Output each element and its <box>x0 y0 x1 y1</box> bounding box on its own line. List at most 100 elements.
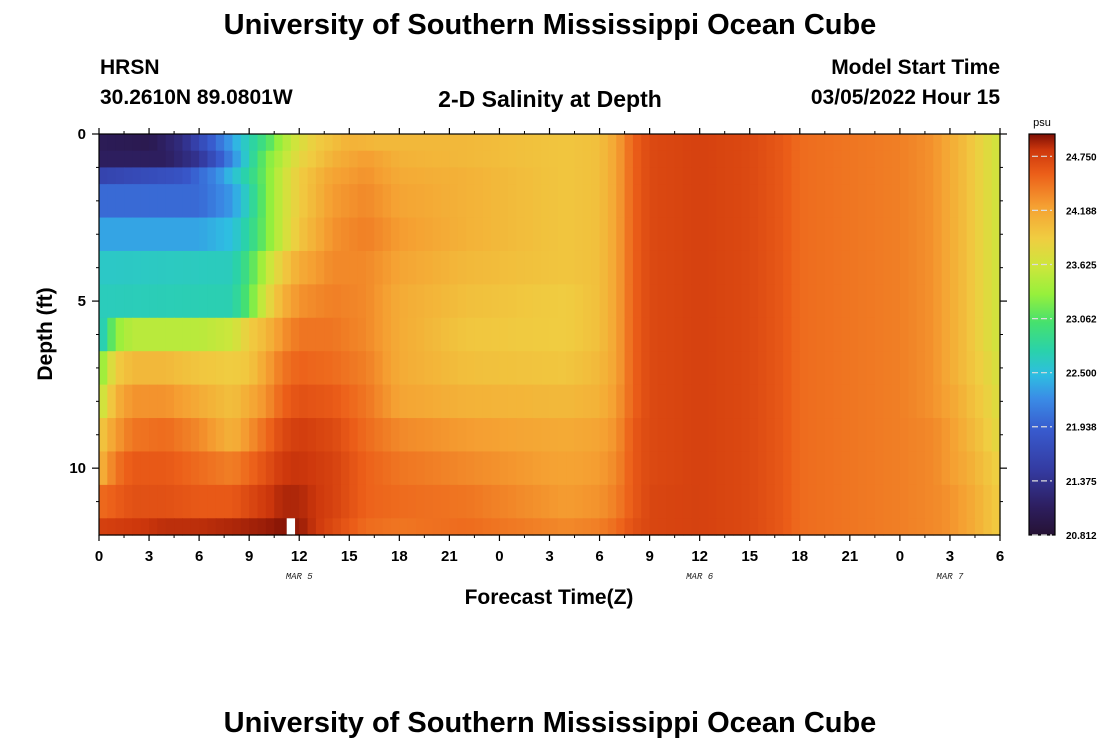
heatmap-cell <box>799 167 809 185</box>
heatmap-cell <box>557 518 567 536</box>
heatmap-cell <box>249 351 259 386</box>
heatmap-cell <box>599 317 609 352</box>
heatmap-cell <box>674 134 684 152</box>
heatmap-cell <box>190 518 200 536</box>
heatmap-cell <box>482 451 492 486</box>
heatmap-cell <box>958 217 968 252</box>
heatmap-cell <box>557 250 567 285</box>
heatmap-cell <box>599 134 609 152</box>
heatmap-cell <box>474 184 484 219</box>
heatmap-cell <box>315 217 325 252</box>
heatmap-cell <box>632 284 642 319</box>
heatmap-cell <box>332 484 342 519</box>
heatmap-cell <box>399 284 409 319</box>
heatmap-cell <box>340 418 350 453</box>
heatmap-cell <box>966 518 976 536</box>
heatmap-cell <box>115 167 125 185</box>
heatmap-cell <box>416 284 425 319</box>
heatmap-cell <box>157 518 167 536</box>
heatmap-cell <box>466 384 476 419</box>
heatmap-cell <box>841 418 851 453</box>
heatmap-cell <box>924 284 934 319</box>
heatmap-cell <box>165 150 175 169</box>
heatmap-cell <box>666 418 676 453</box>
heatmap-cell <box>257 150 267 169</box>
heatmap-cell <box>115 250 125 285</box>
heatmap-cell <box>607 418 617 453</box>
date-label: MAR 5 <box>286 572 314 582</box>
heatmap-cell <box>182 150 192 169</box>
heatmap-cell <box>399 167 409 185</box>
heatmap-cell <box>749 451 759 486</box>
heatmap-cell <box>424 284 434 319</box>
heatmap-cell <box>949 217 959 252</box>
heatmap-cell <box>733 317 742 352</box>
heatmap-cell <box>733 451 742 486</box>
heatmap-cell <box>249 317 259 352</box>
heatmap-cell <box>324 250 334 285</box>
heatmap-cell <box>407 317 417 352</box>
heatmap-cell <box>107 167 117 185</box>
heatmap-cell <box>240 184 250 219</box>
heatmap-cell <box>766 217 776 252</box>
heatmap-cell <box>908 384 918 419</box>
heatmap-cell <box>315 484 325 519</box>
heatmap-cell <box>274 317 284 352</box>
heatmap-cell <box>899 167 909 185</box>
x-tick-label: 21 <box>441 548 458 565</box>
heatmap-cell <box>324 384 334 419</box>
y-tick-label: 0 <box>78 126 86 143</box>
heatmap-cell <box>766 184 776 219</box>
heatmap-cell <box>816 150 826 169</box>
heatmap-cell <box>249 150 259 169</box>
heatmap-cell <box>574 250 584 285</box>
heatmap-cell <box>274 150 284 169</box>
x-tick-label: 15 <box>741 548 758 565</box>
heatmap-cell <box>766 484 776 519</box>
heatmap-cell <box>516 518 526 536</box>
heatmap-cell <box>849 167 859 185</box>
heatmap-cell <box>682 150 692 169</box>
heatmap-cell <box>441 418 450 453</box>
heatmap-cell <box>165 484 175 519</box>
heatmap-cell <box>716 134 726 152</box>
heatmap-cell <box>549 167 559 185</box>
heatmap-cell <box>232 518 242 536</box>
heatmap-cell <box>424 167 434 185</box>
heatmap-cell <box>966 150 976 169</box>
heatmap-cell <box>499 134 509 152</box>
heatmap-cell <box>457 484 467 519</box>
heatmap-cell <box>390 150 400 169</box>
heatmap-cell <box>282 217 292 252</box>
heatmap-cell <box>215 418 225 453</box>
heatmap-cell <box>941 167 951 185</box>
heatmap-cell <box>240 134 250 152</box>
heatmap-cell <box>966 418 976 453</box>
heatmap-cell <box>124 217 133 252</box>
heatmap-cell <box>349 518 359 536</box>
heatmap-cell <box>365 284 375 319</box>
heatmap-cell <box>332 384 342 419</box>
heatmap-cell <box>941 134 951 152</box>
heatmap-cell <box>774 484 784 519</box>
heatmap-cell <box>541 518 551 536</box>
heatmap-cell <box>107 351 117 386</box>
heatmap-cell <box>224 384 234 419</box>
heatmap-cell <box>399 351 409 386</box>
heatmap-cell <box>491 451 501 486</box>
heatmap-cell <box>507 217 517 252</box>
heatmap-cell <box>858 518 868 536</box>
heatmap-cell <box>766 451 776 486</box>
heatmap-cell <box>607 351 617 386</box>
heatmap-cell <box>666 250 676 285</box>
heatmap-cell <box>716 351 726 386</box>
heatmap-cell <box>432 217 442 252</box>
heatmap-cell <box>908 317 918 352</box>
heatmap-cell <box>557 317 567 352</box>
heatmap-cell <box>716 167 726 185</box>
heatmap-cell <box>174 451 184 486</box>
heatmap-cell <box>282 134 292 152</box>
heatmap-cell <box>449 250 459 285</box>
heatmap-cell <box>557 384 567 419</box>
heatmap-cell <box>649 351 659 386</box>
